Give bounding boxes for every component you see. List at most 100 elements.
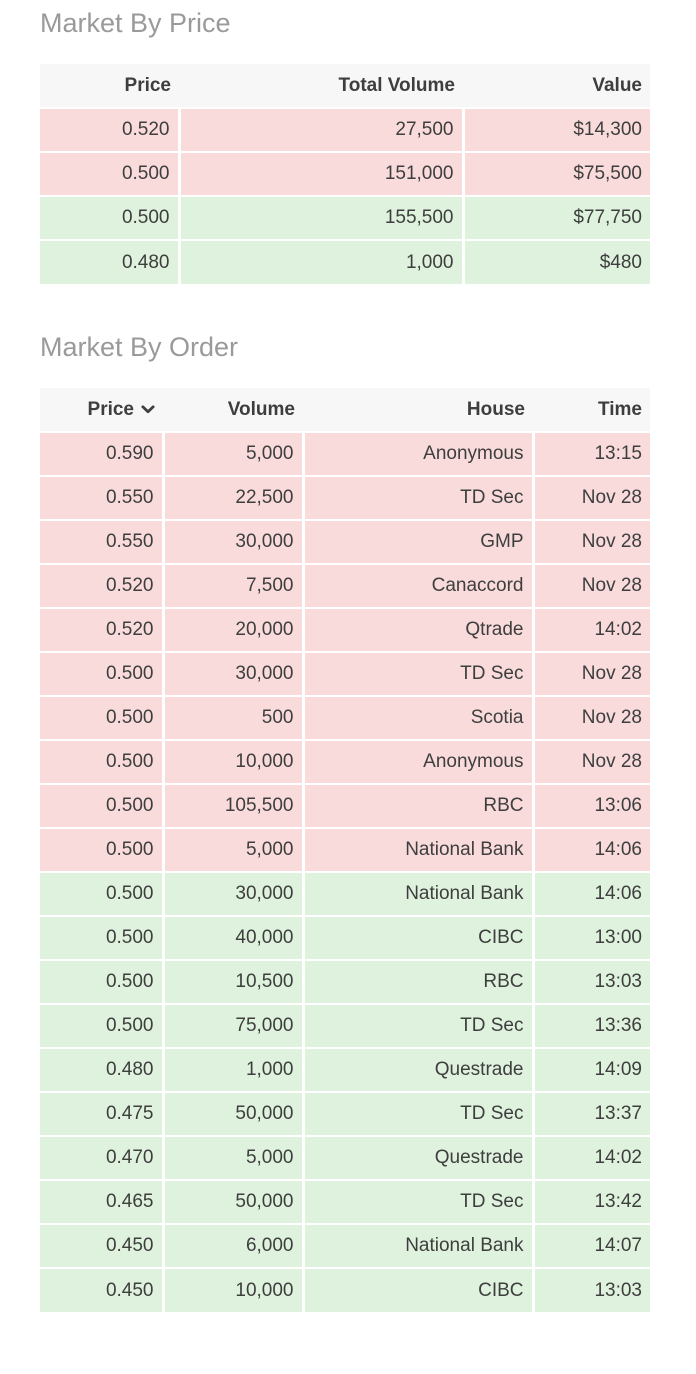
order-volume-cell: 10,000 xyxy=(163,1267,305,1312)
order-row: 0.470 5,000 Questrade 14:02 xyxy=(40,1135,650,1180)
mbo-column-header-time[interactable]: Time xyxy=(533,388,650,432)
order-row: 0.500 30,000 National Bank 14:06 xyxy=(40,871,650,916)
price-cell: 0.500 xyxy=(40,151,181,196)
order-row: 0.550 22,500 TD Sec Nov 28 xyxy=(40,475,650,520)
order-house-cell: RBC xyxy=(303,959,535,1004)
order-row: 0.465 50,000 TD Sec 13:42 xyxy=(40,1179,650,1224)
order-time-cell: 13:37 xyxy=(533,1091,650,1136)
order-price-cell: 0.470 xyxy=(40,1135,165,1180)
order-house-cell: Questrade xyxy=(303,1135,535,1180)
chevron-down-icon xyxy=(141,399,155,421)
order-volume-cell: 50,000 xyxy=(163,1179,305,1224)
order-time-cell: 13:15 xyxy=(533,431,650,476)
order-volume-cell: 20,000 xyxy=(163,607,305,652)
order-house-cell: TD Sec xyxy=(303,1091,535,1136)
order-time-cell: 13:06 xyxy=(533,783,650,828)
order-house-cell: Anonymous xyxy=(303,739,535,784)
order-time-cell: 14:02 xyxy=(533,607,650,652)
order-volume-cell: 5,000 xyxy=(163,827,305,872)
order-price-cell: 0.590 xyxy=(40,431,165,476)
mbo-column-header-house[interactable]: House xyxy=(303,388,533,432)
order-house-cell: National Bank xyxy=(303,827,535,872)
total-volume-cell: 155,500 xyxy=(179,195,465,240)
order-volume-cell: 5,000 xyxy=(163,1135,305,1180)
order-time-cell: 14:06 xyxy=(533,827,650,872)
market-by-price-header-row: Price Total Volume Value xyxy=(40,64,650,108)
order-volume-cell: 10,500 xyxy=(163,959,305,1004)
market-by-order-header-row: Price Volume House Time xyxy=(40,388,650,432)
order-row: 0.520 7,500 Canaccord Nov 28 xyxy=(40,563,650,608)
order-house-cell: TD Sec xyxy=(303,1003,535,1048)
mbo-column-header-price[interactable]: Price xyxy=(40,388,163,432)
order-time-cell: Nov 28 xyxy=(533,563,650,608)
order-house-cell: CIBC xyxy=(303,1267,535,1312)
mbp-column-header-total-volume: Total Volume xyxy=(179,64,463,108)
market-by-price-table: Price Total Volume Value 0.520 27,500 $1… xyxy=(40,64,650,284)
total-volume-cell: 27,500 xyxy=(179,107,465,152)
order-price-cell: 0.520 xyxy=(40,563,165,608)
order-price-cell: 0.500 xyxy=(40,827,165,872)
order-house-cell: CIBC xyxy=(303,915,535,960)
order-price-cell: 0.475 xyxy=(40,1091,165,1136)
order-row: 0.500 10,500 RBC 13:03 xyxy=(40,959,650,1004)
total-volume-cell: 1,000 xyxy=(179,239,465,284)
order-house-cell: RBC xyxy=(303,783,535,828)
order-house-cell: National Bank xyxy=(303,871,535,916)
market-by-price-title: Market By Price xyxy=(40,8,231,38)
order-volume-cell: 75,000 xyxy=(163,1003,305,1048)
order-house-cell: TD Sec xyxy=(303,1179,535,1224)
price-cell: 0.480 xyxy=(40,239,181,284)
order-volume-cell: 105,500 xyxy=(163,783,305,828)
order-time-cell: Nov 28 xyxy=(533,519,650,564)
value-cell: $77,750 xyxy=(463,195,650,240)
price-level-row: 0.500 155,500 $77,750 xyxy=(40,195,650,240)
market-depth-page: Market By Price Price Total Volume Value… xyxy=(40,8,650,1312)
order-house-cell: TD Sec xyxy=(303,651,535,696)
price-cell: 0.500 xyxy=(40,195,181,240)
order-price-cell: 0.500 xyxy=(40,783,165,828)
order-price-cell: 0.500 xyxy=(40,695,165,740)
order-price-cell: 0.500 xyxy=(40,959,165,1004)
order-row: 0.500 75,000 TD Sec 13:36 xyxy=(40,1003,650,1048)
order-volume-cell: 30,000 xyxy=(163,519,305,564)
order-price-cell: 0.465 xyxy=(40,1179,165,1224)
price-level-row: 0.480 1,000 $480 xyxy=(40,239,650,284)
price-level-row: 0.500 151,000 $75,500 xyxy=(40,151,650,196)
order-row: 0.500 30,000 TD Sec Nov 28 xyxy=(40,651,650,696)
order-price-cell: 0.520 xyxy=(40,607,165,652)
order-row: 0.480 1,000 Questrade 14:09 xyxy=(40,1047,650,1092)
mbo-column-header-volume[interactable]: Volume xyxy=(163,388,303,432)
order-row: 0.590 5,000 Anonymous 13:15 xyxy=(40,431,650,476)
mbp-column-header-price: Price xyxy=(40,64,179,108)
order-row: 0.500 105,500 RBC 13:06 xyxy=(40,783,650,828)
order-time-cell: 13:03 xyxy=(533,1267,650,1312)
order-price-cell: 0.500 xyxy=(40,915,165,960)
order-time-cell: 13:42 xyxy=(533,1179,650,1224)
order-house-cell: Qtrade xyxy=(303,607,535,652)
order-house-cell: Canaccord xyxy=(303,563,535,608)
total-volume-cell: 151,000 xyxy=(179,151,465,196)
order-time-cell: 13:03 xyxy=(533,959,650,1004)
order-time-cell: 14:09 xyxy=(533,1047,650,1092)
order-row: 0.450 10,000 CIBC 13:03 xyxy=(40,1267,650,1312)
market-by-order-title: Market By Order xyxy=(40,332,239,362)
order-row: 0.520 20,000 Qtrade 14:02 xyxy=(40,607,650,652)
order-time-cell: 13:36 xyxy=(533,1003,650,1048)
order-house-cell: Questrade xyxy=(303,1047,535,1092)
order-price-cell: 0.450 xyxy=(40,1223,165,1268)
order-price-cell: 0.500 xyxy=(40,651,165,696)
order-house-cell: Anonymous xyxy=(303,431,535,476)
mbp-column-header-value: Value xyxy=(463,64,650,108)
order-volume-cell: 6,000 xyxy=(163,1223,305,1268)
value-cell: $480 xyxy=(463,239,650,284)
order-time-cell: 13:00 xyxy=(533,915,650,960)
order-volume-cell: 1,000 xyxy=(163,1047,305,1092)
order-house-cell: GMP xyxy=(303,519,535,564)
order-volume-cell: 22,500 xyxy=(163,475,305,520)
order-row: 0.450 6,000 National Bank 14:07 xyxy=(40,1223,650,1268)
order-price-cell: 0.450 xyxy=(40,1267,165,1312)
order-house-cell: Scotia xyxy=(303,695,535,740)
value-cell: $75,500 xyxy=(463,151,650,196)
order-price-cell: 0.550 xyxy=(40,519,165,564)
order-price-cell: 0.480 xyxy=(40,1047,165,1092)
